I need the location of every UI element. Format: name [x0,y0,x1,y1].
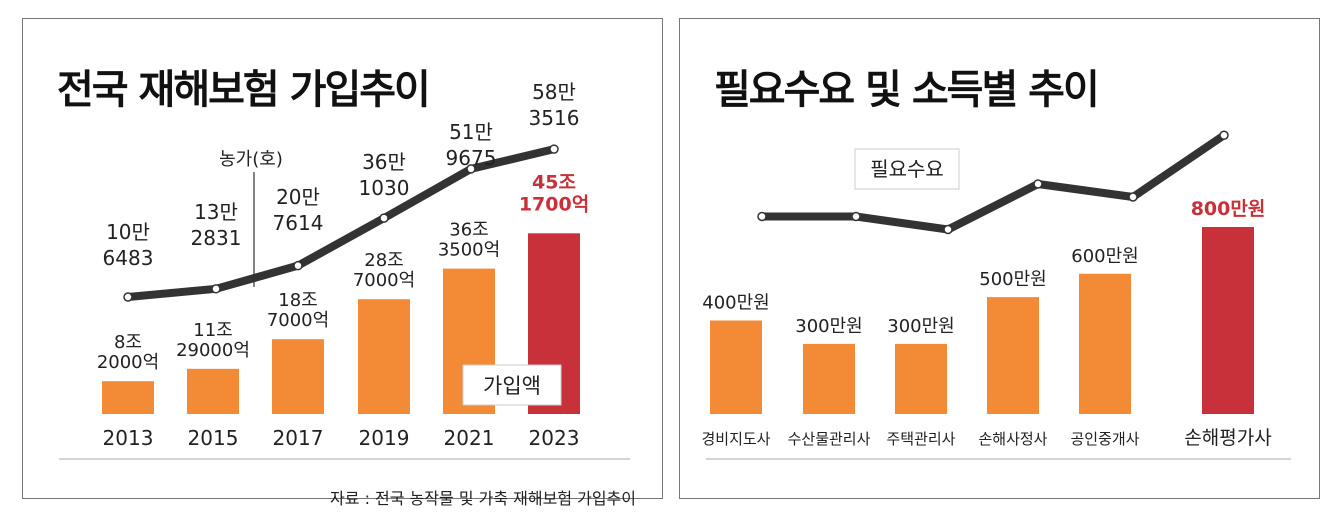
bar [1202,227,1254,414]
bar-value-label: 800만원 [1191,198,1266,220]
line-value-label: 36만 1030 [359,150,410,200]
line-series [124,145,558,301]
legend-box [462,364,562,406]
insurance-chart-panel: 전국 재해보험 가입추이 8조 2000억 2013 11조 29000억 2015 18조… [22,18,663,508]
chart-title: 전국 재해보험 가입추이 [57,67,431,113]
line-point [466,164,476,174]
bar-value-label: 45조 1700억 [519,171,589,215]
x-tick-label: 2019 [359,426,410,450]
x-tick-label: 2023 [529,426,580,450]
legend-box [854,148,960,190]
x-tick-label: 2015 [188,426,239,450]
bar-value-label: 28조 7000억 [353,250,415,291]
bar [187,368,239,414]
x-tick-label: 2021 [444,426,495,450]
x-tick-label: 공인중개사 [1070,430,1139,448]
bar [710,320,762,414]
line-series-label: 농가(호) [219,149,283,170]
line-point [851,211,861,222]
line-series [758,131,1228,234]
bar [895,343,947,414]
line-point [549,144,559,154]
line-value-label: 20만 7614 [273,185,324,235]
bar [803,343,855,414]
line-point [211,284,221,294]
line-point [1128,192,1138,202]
x-tick-label: 손해평가사 [1184,427,1271,449]
x-tick-label: 수산물관리사 [788,430,871,448]
bar-value-label: 600만원 [1071,246,1138,267]
line-value-label: 51만 9675 [446,120,497,170]
line-value-label: 10만 6483 [103,220,154,270]
bar-value-label: 300만원 [795,316,862,337]
line-value-label: 13만 2831 [191,200,242,250]
bar [987,297,1039,414]
line-point [757,211,767,222]
bar-value-label: 36조 3500억 [438,220,500,261]
bar-value-label: 8조 2000억 [97,332,159,373]
line-value-label: 58만 3516 [529,80,580,130]
bar-value-label: 300만원 [887,316,954,337]
line-series-label: 필요수요 [870,157,944,181]
bar-series-label: 가입액 [483,374,541,398]
line-point [1033,179,1043,189]
x-tick-label: 주택관리사 [886,430,955,448]
bar [1079,273,1131,414]
insurance-chart-svg: 8조 2000억 2013 11조 29000억 2015 18조 7000억 2017 28조 7… [59,80,630,460]
line-point [943,224,953,235]
bar [272,339,324,414]
source-note: 자료 : 전국 농작물 및 가축 재해보험 가입추이 [330,489,636,508]
x-tick-label: 2017 [273,426,324,450]
bar-value-label: 18조 7000억 [267,290,329,331]
x-tick-label: 2013 [103,426,154,450]
bar-value-label: 500만원 [979,269,1046,290]
bar-value-label: 11조 29000억 [176,320,250,361]
line-point [1219,130,1229,140]
bar-value-label: 400만원 [702,293,769,314]
chart-title: 필요수요 및 소득별 추이 [714,67,1100,113]
line-point [123,292,133,302]
line-point [293,260,303,271]
x-tick-label: 손해사정사 [978,430,1047,448]
bar [102,381,154,414]
line-point [379,213,389,223]
x-tick-label: 경비지도사 [701,430,770,448]
bar [358,299,410,414]
